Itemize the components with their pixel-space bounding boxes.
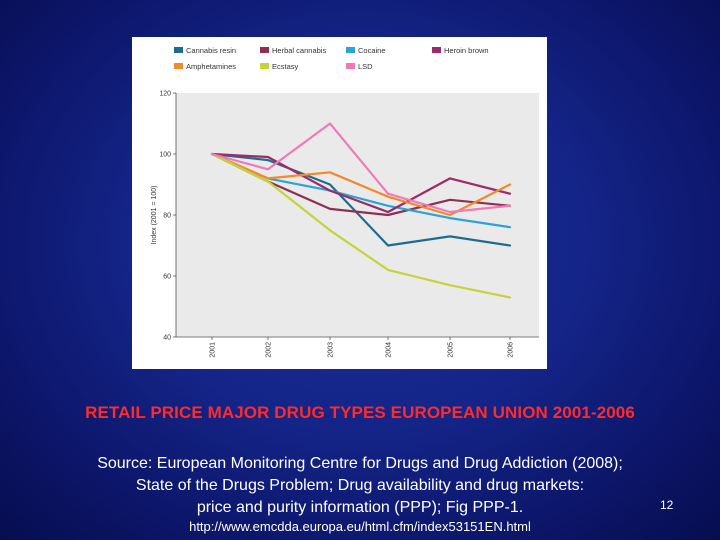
legend-swatch (346, 47, 355, 53)
chart-axes: 40 60 80 100 120 2001 2002 2003 2004 2005 2006 (159, 91, 539, 358)
chart-panel: Cannabis resin Herbal cannabis Cocaine Hero… (132, 37, 547, 369)
y-tick-label: 60 (163, 274, 171, 281)
chart-legend: Cannabis resin Herbal cannabis Cocaine Hero… (174, 46, 489, 71)
legend-swatch (346, 63, 355, 69)
series-line-lsd (210, 122, 512, 214)
x-tick-label: 2003 (328, 342, 335, 358)
slide-title: RETAIL PRICE MAJOR DRUG TYPES EUROPEAN U… (85, 403, 635, 422)
series-line-heroin-brown (210, 152, 512, 214)
x-tick-label: 2005 (448, 342, 455, 358)
source-line-3: price and purity information (PPP); Fig … (196, 499, 524, 516)
line-chart: Cannabis resin Herbal cannabis Cocaine Hero… (151, 46, 539, 358)
source-line-2: State of the Drugs Problem; Drug availab… (135, 477, 585, 494)
legend-label: Herbal cannabis (272, 46, 326, 55)
legend-label: LSD (358, 62, 373, 71)
y-tick-label: 100 (159, 152, 171, 159)
chart-series (210, 122, 512, 299)
y-tick-label: 80 (163, 213, 171, 220)
series-line-cannabis-resin (210, 152, 512, 247)
source-line-1: Source: European Monitoring Centre for D… (97, 455, 623, 472)
source-citation: Source: European Monitoring Centre for D… (20, 453, 700, 519)
x-tick-label: 2004 (386, 342, 393, 358)
legend-label: Ecstasy (272, 62, 299, 71)
legend-label: Cocaine (358, 46, 386, 55)
legend-swatch (260, 47, 269, 53)
x-tick-label: 2002 (266, 342, 273, 358)
source-url[interactable]: http://www.emcdda.europa.eu/html.cfm/ind… (189, 519, 531, 534)
legend-swatch (432, 47, 441, 53)
legend-swatch (260, 63, 269, 69)
legend-swatch (174, 47, 183, 53)
page-number: 12 (660, 498, 674, 512)
legend-swatch (174, 63, 183, 69)
x-tick-label: 2001 (210, 342, 217, 358)
y-tick-label: 40 (163, 335, 171, 342)
y-tick-label: 120 (159, 91, 171, 98)
legend-label: Amphetamines (186, 62, 236, 71)
legend-label: Heroin brown (444, 46, 489, 55)
x-tick-label: 2006 (508, 342, 515, 358)
legend-label: Cannabis resin (186, 46, 236, 55)
y-axis-title: Index (2001 = 100) (151, 186, 158, 245)
series-line-ecstasy (210, 152, 512, 299)
